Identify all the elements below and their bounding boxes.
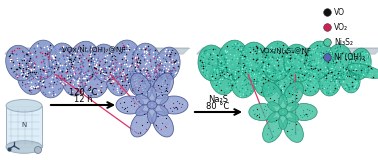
Ellipse shape bbox=[133, 43, 161, 81]
Ellipse shape bbox=[156, 47, 180, 81]
Ellipse shape bbox=[160, 96, 188, 114]
Ellipse shape bbox=[34, 146, 42, 153]
Ellipse shape bbox=[297, 64, 321, 96]
Text: 80 °C: 80 °C bbox=[206, 102, 229, 111]
Ellipse shape bbox=[284, 102, 299, 113]
Ellipse shape bbox=[218, 40, 248, 80]
Text: VO: VO bbox=[334, 8, 345, 17]
Ellipse shape bbox=[153, 73, 174, 99]
Text: N: N bbox=[22, 122, 26, 128]
Ellipse shape bbox=[49, 43, 77, 81]
Text: VO₂: VO₂ bbox=[334, 23, 348, 32]
Text: 12 h: 12 h bbox=[74, 95, 92, 104]
Ellipse shape bbox=[153, 111, 174, 137]
FancyBboxPatch shape bbox=[6, 106, 42, 147]
Ellipse shape bbox=[240, 42, 270, 82]
Ellipse shape bbox=[116, 96, 144, 114]
Ellipse shape bbox=[150, 65, 170, 93]
Ellipse shape bbox=[147, 107, 156, 123]
Ellipse shape bbox=[198, 45, 226, 81]
Ellipse shape bbox=[284, 111, 299, 122]
Ellipse shape bbox=[6, 141, 42, 153]
Ellipse shape bbox=[327, 44, 353, 80]
Text: 120 °C: 120 °C bbox=[69, 88, 97, 97]
Ellipse shape bbox=[284, 44, 312, 82]
Ellipse shape bbox=[106, 64, 130, 96]
Ellipse shape bbox=[278, 108, 288, 116]
Ellipse shape bbox=[268, 102, 282, 113]
Ellipse shape bbox=[249, 103, 276, 121]
Ellipse shape bbox=[83, 64, 109, 98]
Ellipse shape bbox=[340, 65, 360, 93]
Ellipse shape bbox=[284, 82, 304, 106]
Ellipse shape bbox=[136, 94, 151, 106]
Ellipse shape bbox=[291, 103, 317, 121]
Ellipse shape bbox=[147, 87, 156, 103]
Ellipse shape bbox=[153, 104, 168, 116]
Ellipse shape bbox=[284, 118, 304, 142]
Ellipse shape bbox=[136, 104, 151, 116]
Ellipse shape bbox=[6, 45, 34, 81]
Text: Na₂S: Na₂S bbox=[208, 95, 228, 104]
Polygon shape bbox=[5, 48, 189, 54]
Ellipse shape bbox=[147, 101, 157, 109]
Ellipse shape bbox=[349, 48, 371, 80]
Ellipse shape bbox=[305, 41, 333, 79]
Polygon shape bbox=[197, 48, 378, 54]
Ellipse shape bbox=[27, 40, 57, 80]
Ellipse shape bbox=[130, 111, 152, 137]
Ellipse shape bbox=[62, 64, 86, 96]
Ellipse shape bbox=[263, 82, 282, 106]
Ellipse shape bbox=[253, 63, 279, 97]
Ellipse shape bbox=[279, 95, 287, 111]
Text: VOx/Ni₃S₂@NF: VOx/Ni₃S₂@NF bbox=[260, 47, 312, 54]
Ellipse shape bbox=[153, 94, 168, 106]
Ellipse shape bbox=[6, 100, 42, 112]
Ellipse shape bbox=[275, 64, 301, 98]
Ellipse shape bbox=[111, 40, 141, 80]
Ellipse shape bbox=[347, 64, 378, 78]
Ellipse shape bbox=[268, 111, 282, 122]
Text: Ni₃S₂: Ni₃S₂ bbox=[334, 38, 353, 46]
Ellipse shape bbox=[263, 118, 282, 142]
Ellipse shape bbox=[69, 41, 99, 81]
Text: Ni (OH)₂: Ni (OH)₂ bbox=[334, 52, 365, 61]
Ellipse shape bbox=[279, 114, 287, 129]
Ellipse shape bbox=[130, 73, 152, 99]
Ellipse shape bbox=[39, 64, 65, 98]
Ellipse shape bbox=[231, 64, 257, 98]
Ellipse shape bbox=[262, 41, 292, 81]
Ellipse shape bbox=[129, 66, 151, 96]
Ellipse shape bbox=[319, 66, 341, 96]
Ellipse shape bbox=[210, 63, 234, 95]
Ellipse shape bbox=[17, 63, 43, 95]
Text: VOx/Ni (OH)₂@NF: VOx/Ni (OH)₂@NF bbox=[62, 47, 126, 54]
Ellipse shape bbox=[91, 44, 119, 82]
